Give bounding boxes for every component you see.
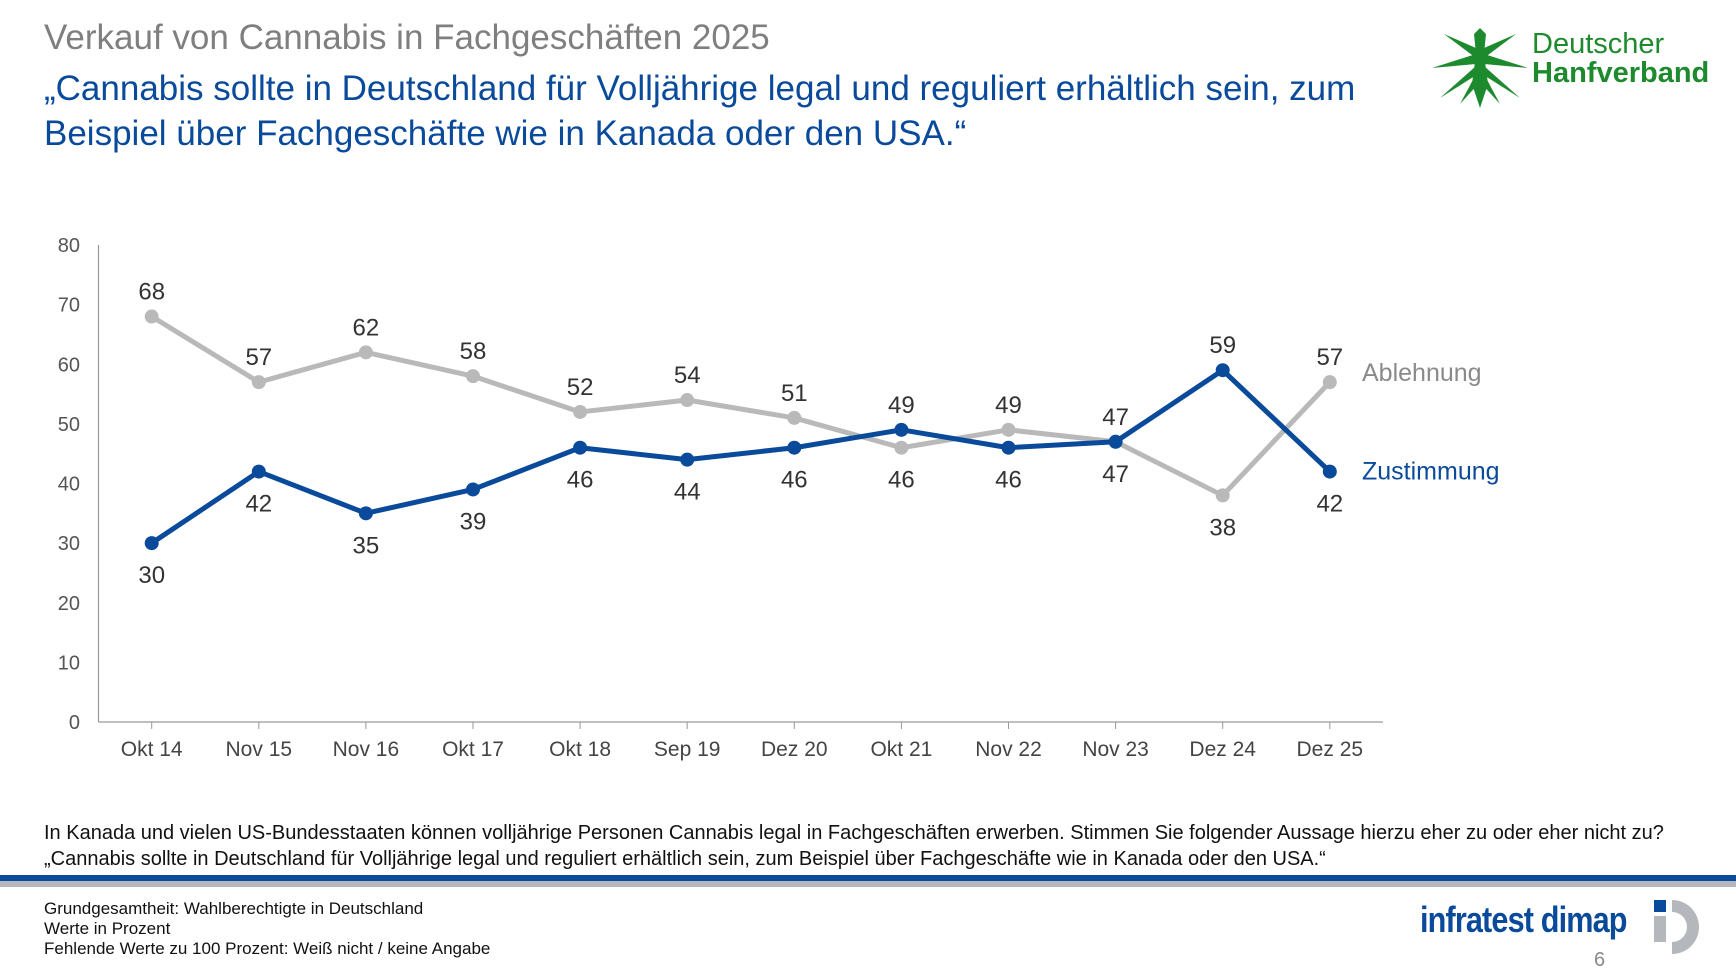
x-tick-label: Okt 21 <box>870 738 932 761</box>
legend-zustimmung: Zustimmung <box>1362 458 1500 486</box>
data-point <box>251 375 266 390</box>
data-point <box>358 506 373 521</box>
data-label: 38 <box>1209 514 1236 541</box>
data-label: 46 <box>888 467 915 494</box>
dhv-line1: Deutscher <box>1532 28 1665 60</box>
x-tick-label: Okt 14 <box>121 738 183 761</box>
data-label: 46 <box>567 467 594 494</box>
data-label: 44 <box>674 479 701 506</box>
data-point <box>894 440 909 455</box>
data-label: 51 <box>781 380 808 407</box>
data-label: 59 <box>1209 332 1236 359</box>
x-tick-label: Dez 20 <box>761 738 828 761</box>
data-point <box>1322 464 1337 479</box>
supertitle: Verkauf von Cannabis in Fachgeschäften 2… <box>44 18 770 57</box>
data-label: 35 <box>353 532 380 559</box>
data-label: 42 <box>1316 491 1343 518</box>
data-label: 47 <box>1102 404 1129 431</box>
page-number: 6 <box>1594 949 1606 971</box>
x-tick-label: Nov 16 <box>333 738 400 761</box>
x-tick-label: Nov 15 <box>226 738 293 761</box>
series-line-ablehnung <box>150 314 1332 498</box>
y-tick-label: 80 <box>58 235 80 257</box>
data-point <box>1001 422 1016 437</box>
data-point <box>1108 434 1123 449</box>
data-label: 52 <box>567 374 594 401</box>
footer-missing: Fehlende Werte zu 100 Prozent: Weiß nich… <box>44 939 491 958</box>
y-tick-label: 50 <box>58 414 80 436</box>
data-point <box>144 309 159 324</box>
data-label: 49 <box>888 392 915 419</box>
data-label: 30 <box>138 562 165 589</box>
dhv-logo-text: Deutscher Hanfverband <box>1532 30 1709 88</box>
data-point <box>573 404 588 419</box>
y-tick-label: 60 <box>58 354 80 376</box>
dhv-logo <box>1430 24 1530 115</box>
data-label: 54 <box>674 362 701 389</box>
y-tick-label: 0 <box>69 712 80 734</box>
divider-gray <box>0 881 1736 887</box>
x-tick-label: Nov 23 <box>1082 738 1149 761</box>
question-text: In Kanada und vielen US-Bundesstaaten kö… <box>44 822 1664 870</box>
data-label: 62 <box>353 314 380 341</box>
data-point <box>894 422 909 437</box>
data-point <box>1001 440 1016 455</box>
data-point <box>680 452 695 467</box>
data-label: 57 <box>245 344 272 371</box>
data-point <box>573 440 588 455</box>
data-point <box>466 482 480 497</box>
data-point <box>358 345 373 360</box>
data-label: 39 <box>460 508 487 535</box>
data-point <box>1215 363 1230 378</box>
y-tick-label: 40 <box>58 474 80 496</box>
data-point <box>787 410 802 425</box>
footer-base: Grundgesamtheit: Wahlberechtigte in Deut… <box>44 899 424 918</box>
x-tick-label: Okt 18 <box>549 738 611 761</box>
legend-ablehnung: Ablehnung <box>1362 359 1482 387</box>
y-tick-label: 20 <box>58 593 80 615</box>
series-line-zustimmung <box>150 367 1332 546</box>
data-label: 49 <box>995 392 1022 419</box>
data-label: 58 <box>460 338 487 365</box>
data-point <box>466 369 480 384</box>
data-label: 42 <box>245 491 272 518</box>
x-tick-label: Okt 17 <box>442 738 504 761</box>
data-label: 47 <box>1102 461 1129 488</box>
data-label: 68 <box>138 279 165 306</box>
infratest-logo-mark <box>1650 898 1710 961</box>
hemp-eagle-icon <box>1432 28 1528 108</box>
data-point <box>787 440 802 455</box>
y-tick-label: 30 <box>58 533 80 555</box>
x-tick-label: Dez 25 <box>1297 738 1364 761</box>
divider-blue <box>0 875 1736 881</box>
data-point <box>251 464 266 479</box>
x-tick-label: Nov 22 <box>975 738 1042 761</box>
dhv-line2: Hanfverband <box>1532 57 1710 89</box>
data-point <box>1322 375 1337 390</box>
data-point <box>144 536 159 551</box>
data-label: 46 <box>995 467 1022 494</box>
y-tick-label: 10 <box>58 652 80 674</box>
infratest-logo-text: infratest dimap <box>1420 899 1627 940</box>
x-tick-label: Sep 19 <box>654 738 721 761</box>
data-point <box>680 393 695 408</box>
data-label: 46 <box>781 467 808 494</box>
footer-unit: Werte in Prozent <box>44 919 171 938</box>
x-tick-label: Dez 24 <box>1189 738 1256 761</box>
data-label: 57 <box>1316 344 1343 371</box>
y-tick-label: 70 <box>58 295 80 317</box>
line-chart: 0 10 20 30 40 50 60 70 80 Okt 14 Nov 15 Nov 16 Okt 1… <box>58 235 1500 761</box>
data-point <box>1215 488 1230 503</box>
page-title: „Cannabis sollte in Deutschland für Voll… <box>44 69 1356 153</box>
